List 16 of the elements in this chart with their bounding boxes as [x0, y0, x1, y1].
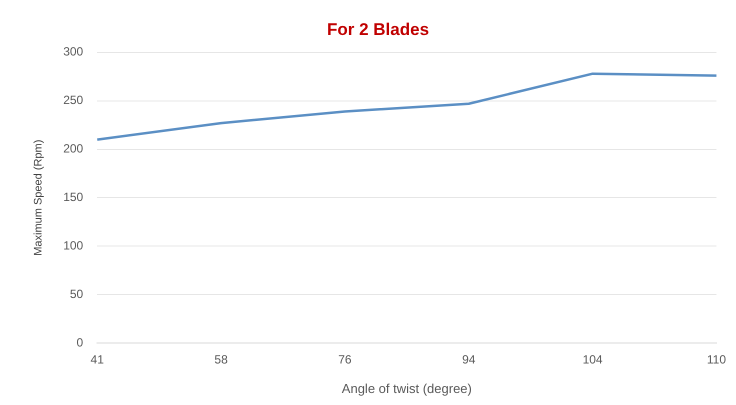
y-tick-label: 0: [76, 335, 84, 350]
x-tick-label: 58: [214, 352, 228, 367]
x-tick-label: 110: [706, 352, 726, 367]
x-tick-label: 94: [462, 352, 476, 367]
y-tick-label: 300: [63, 44, 84, 59]
x-tick-label: 104: [582, 352, 603, 367]
y-tick-label: 250: [63, 93, 84, 108]
y-tick-label: 50: [70, 286, 84, 301]
y-tick-label: 150: [63, 190, 84, 204]
chart-title: For 2 Blades: [326, 20, 430, 39]
y-tick-label: 200: [63, 142, 84, 156]
y-tick-label: 100: [63, 238, 84, 252]
x-tick-label: 41: [90, 352, 104, 367]
y-axis-title: Maximum Speed (Rpm): [32, 140, 45, 256]
x-axis-title: Angle of twist (degree): [342, 380, 472, 396]
x-tick-label: 76: [338, 352, 352, 367]
